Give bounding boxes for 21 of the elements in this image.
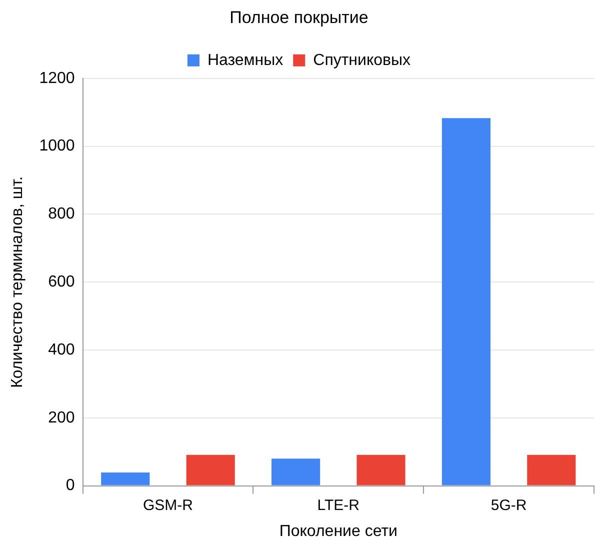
x-tick-label: GSM-R bbox=[142, 496, 194, 514]
y-tick-label: 1000 bbox=[39, 138, 75, 155]
bar bbox=[356, 454, 406, 486]
legend-label: Наземных bbox=[207, 52, 284, 69]
bar bbox=[442, 118, 490, 486]
x-tick-label: LTE-R bbox=[317, 496, 360, 514]
y-tick-label: 1200 bbox=[39, 70, 75, 87]
x-axis-title: Поколение сети bbox=[279, 522, 398, 540]
bar bbox=[272, 458, 320, 486]
y-tick-label: 600 bbox=[48, 274, 75, 291]
y-axis-title: Количество терминалов, шт. bbox=[9, 176, 26, 388]
bar bbox=[186, 454, 235, 486]
bar bbox=[527, 454, 576, 486]
x-tick-label: 5G-R bbox=[490, 496, 527, 514]
bar bbox=[101, 472, 150, 486]
legend-label: Спутниковых bbox=[313, 52, 411, 69]
y-tick-label: 800 bbox=[48, 206, 75, 223]
y-tick-label: 0 bbox=[66, 477, 75, 494]
y-tick-label: 400 bbox=[48, 341, 75, 358]
y-tick-label: 200 bbox=[48, 409, 75, 426]
chart-title: Полное покрытие bbox=[230, 8, 368, 27]
